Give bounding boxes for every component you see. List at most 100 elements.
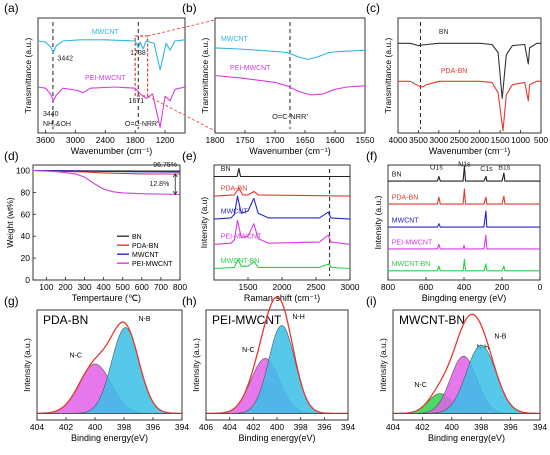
y-axis-label: Transmittance (a.u.) xyxy=(200,37,210,113)
legend-label: MWCNT xyxy=(132,252,160,259)
x-tick-label: 404 xyxy=(223,422,237,432)
x-tick-label: 100 xyxy=(39,282,53,292)
x-tick-label: 1800 xyxy=(126,135,145,145)
series-label: MWCNT xyxy=(221,208,249,215)
x-tick-label: 3500 xyxy=(409,135,428,145)
series-label: BN xyxy=(439,29,449,36)
series-line-bn xyxy=(398,42,541,100)
series-label: PEI-MWCNT xyxy=(221,234,262,241)
series-label: MWCNT xyxy=(221,36,249,43)
x-tick-label: 394 xyxy=(533,422,547,432)
panel-d: (d) 100 200 300 400 500 600 700 800 0 20 40 60 80 100 T… xyxy=(4,149,187,303)
x-tick-label: 3000 xyxy=(66,135,85,145)
x-tick-label: 396 xyxy=(504,422,518,432)
x-tick-label: 2500 xyxy=(450,135,469,145)
annotation-text: O1s xyxy=(430,165,443,172)
x-tick-label: 3000 xyxy=(341,282,360,292)
panel-c: (c) 4000 3500 3000 2500 2000 1500 1000 500 Wavenu… xyxy=(366,1,548,156)
panel-label: (h) xyxy=(182,294,197,308)
x-tick-label: 600 xyxy=(135,282,149,292)
series-line-bn xyxy=(214,167,350,178)
series-line-pei-mwcnt xyxy=(32,169,181,196)
x-tick-label: 800 xyxy=(173,282,187,292)
panel-label: (d) xyxy=(4,149,19,163)
x-tick-label: 402 xyxy=(59,422,73,432)
x-tick-label: 1600 xyxy=(326,135,345,145)
x-tick-label: 404 xyxy=(30,422,44,432)
x-tick-label: 398 xyxy=(474,422,488,432)
peak-label: N-B xyxy=(139,316,151,323)
series-label: PDA-BN xyxy=(441,68,467,75)
x-axis-label: Raman shift (cm⁻¹) xyxy=(244,293,320,303)
y-axis-label: Transmittance (a.u.) xyxy=(23,37,33,113)
fit-envelope-line xyxy=(37,321,182,415)
x-axis-label: Binding energy(eV) xyxy=(238,433,315,443)
x-axis-label: Binding energy(eV) xyxy=(428,433,505,443)
annotation-text: B1s xyxy=(498,165,511,172)
x-tick-label: 396 xyxy=(317,422,331,432)
annotation-text: N1s xyxy=(458,162,471,169)
annotation-text: C1s xyxy=(480,166,493,173)
fit-envelope-line xyxy=(206,296,348,415)
series-line-mwcnt xyxy=(388,210,540,228)
y-tick-label: 40 xyxy=(21,231,31,241)
fitted-peak xyxy=(393,344,540,414)
x-tick-label: 402 xyxy=(415,422,429,432)
series-label: PDA-BN xyxy=(392,195,418,202)
panel-f: (f) 800 600 400 200 0 Bingding energy (eV) Inte… xyxy=(366,149,543,303)
series-label: PEI-MWCNT xyxy=(85,75,126,82)
panel-label: (c) xyxy=(366,1,380,15)
x-tick-label: 1750 xyxy=(236,135,255,145)
panel-h: (h) 406 404 402 400 398 396 394 Binding energy(e… xyxy=(182,294,355,443)
panel-title: MWCNT-BN xyxy=(399,313,465,327)
plot-frame xyxy=(392,309,541,421)
x-tick-label: 396 xyxy=(146,422,160,432)
series-line-mwcnt-bn xyxy=(213,258,351,270)
x-tick-label: 0 xyxy=(538,282,543,292)
x-tick-label: 400 xyxy=(270,422,284,432)
panel-title: PDA-BN xyxy=(43,313,88,327)
x-tick-label: 1550 xyxy=(356,135,375,145)
series-label: MWCNT-BN xyxy=(392,261,431,268)
series-label: MWCNT-BN xyxy=(221,258,259,265)
annotation-text: 1671 xyxy=(129,98,145,105)
annotation-text: 3440 xyxy=(43,111,59,118)
series-line-mwcnt-bn xyxy=(388,258,540,272)
plot-frame xyxy=(37,17,186,134)
x-tick-label: 200 xyxy=(58,282,72,292)
zoom-highlight-box xyxy=(134,35,149,97)
series-label: MWCNT xyxy=(392,218,420,225)
y-axis-label: Transmittance (a.u.) xyxy=(383,37,393,113)
x-tick-label: 1000 xyxy=(511,135,530,145)
annotation-text: O=C-NRR' xyxy=(125,121,158,128)
y-axis-label: Intensity (a.u) xyxy=(199,197,209,249)
x-tick-label: 394 xyxy=(175,422,189,432)
x-tick-label: 300 xyxy=(77,282,91,292)
x-tick-label: 500 xyxy=(534,135,548,145)
x-axis-label: Wavenumber (cm⁻¹) xyxy=(71,146,152,156)
plot-frame xyxy=(397,17,542,134)
series-label: MWCNT xyxy=(92,29,120,36)
panel-label: (i) xyxy=(366,294,377,308)
plot-frame xyxy=(32,164,181,281)
series-line-mwcnt xyxy=(214,47,366,60)
series-line-pei-mwcnt xyxy=(388,234,540,250)
x-tick-label: 402 xyxy=(246,422,260,432)
series-line-mwcnt xyxy=(213,195,351,220)
x-axis-label: Wavenumber (cm⁻¹) xyxy=(249,146,330,156)
fit-envelope-line xyxy=(393,313,540,415)
y-axis-label: Intensity (a.u.) xyxy=(22,338,32,392)
arrow-up-icon xyxy=(172,173,178,178)
panel-e: (e) 1500 2000 2500 3000 Raman shift (cm⁻¹) Int… xyxy=(182,149,360,303)
series-label: BN xyxy=(221,166,231,173)
panel-label: (b) xyxy=(182,1,197,15)
panel-label: (g) xyxy=(4,294,19,308)
y-tick-label: 80 xyxy=(21,187,31,197)
y-tick-label: 100 xyxy=(16,165,30,175)
arrow-down-icon xyxy=(172,191,178,195)
y-axis-label: Intensity (a.u.) xyxy=(373,195,383,249)
legend-label: BN xyxy=(132,234,142,241)
x-tick-label: 800 xyxy=(381,282,395,292)
series-line-pda-bn xyxy=(388,188,540,205)
